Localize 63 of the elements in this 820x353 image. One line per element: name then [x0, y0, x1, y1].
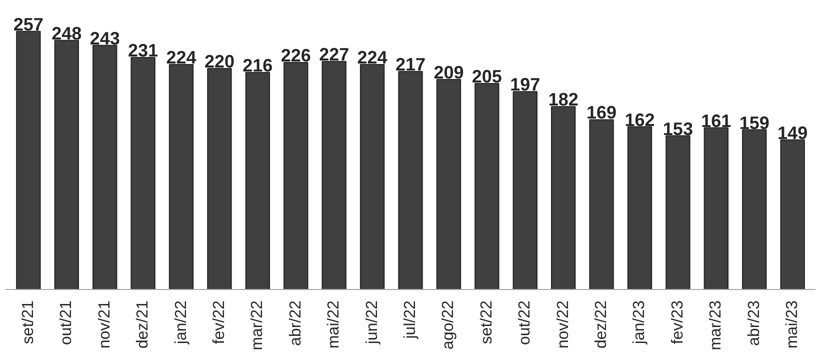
data-label: 227 [319, 44, 350, 64]
bar [207, 68, 232, 290]
bar [130, 56, 156, 290]
bar [16, 30, 41, 290]
x-tick-label: mai/22 [326, 300, 343, 349]
x-tick-label: nov/21 [96, 300, 114, 349]
data-label: 197 [510, 74, 540, 95]
bar [780, 139, 805, 290]
data-label: 224 [166, 47, 196, 68]
bar [666, 135, 690, 290]
bar [92, 44, 118, 290]
x-tick-label: abr/23 [746, 300, 763, 346]
data-label: 169 [586, 102, 617, 123]
data-label: 231 [128, 40, 158, 60]
x-tick-label: mar/22 [249, 300, 266, 350]
x-tick-label: ago/22 [440, 300, 458, 350]
x-tick-label: jan/23 [631, 300, 648, 346]
data-label: 205 [472, 66, 502, 87]
x-tick-label: jan/22 [172, 300, 190, 346]
bar [168, 64, 194, 290]
x-tick-label: jun/22 [364, 300, 381, 346]
x-tick-label: fev/22 [210, 300, 228, 344]
data-label: 162 [624, 110, 655, 130]
data-label: 243 [90, 28, 120, 48]
x-tick-label: mar/23 [708, 300, 725, 350]
bar [742, 129, 767, 290]
x-tick-label: jul/22 [402, 300, 419, 340]
bar [550, 106, 576, 290]
data-label: 224 [357, 47, 388, 68]
x-tick-label: set/21 [20, 300, 37, 344]
bar [284, 62, 308, 290]
x-tick-label: dez/22 [593, 300, 610, 349]
x-tick-label: nov/22 [554, 300, 572, 349]
bar [627, 126, 652, 290]
data-label: 220 [204, 51, 234, 72]
data-label: 182 [548, 90, 578, 110]
bar [512, 91, 538, 290]
data-label: 159 [739, 112, 770, 133]
bar [474, 83, 500, 290]
x-tick-label: out/21 [58, 300, 76, 345]
data-label: 161 [701, 110, 732, 131]
bar [589, 119, 614, 290]
bar [704, 127, 729, 290]
data-label: 226 [280, 45, 311, 66]
bar [398, 71, 423, 290]
bar [245, 72, 270, 290]
x-tick-label: mai/23 [784, 300, 802, 349]
x-tick-label: out/22 [516, 300, 534, 345]
bar [360, 64, 385, 290]
data-label: 209 [434, 62, 464, 83]
data-label: 217 [395, 54, 426, 74]
bar [436, 79, 462, 290]
x-tick-label: dez/21 [134, 300, 152, 349]
data-label: 216 [242, 56, 273, 76]
data-label: 248 [52, 23, 82, 44]
data-label: 153 [662, 118, 693, 139]
data-label: 257 [13, 14, 44, 34]
x-tick-label: abr/22 [287, 300, 304, 346]
bar [54, 40, 79, 290]
x-tick-label: fev/23 [669, 300, 686, 344]
data-label: 149 [778, 122, 808, 143]
x-tick-label: set/22 [478, 300, 496, 344]
bar [322, 60, 346, 290]
